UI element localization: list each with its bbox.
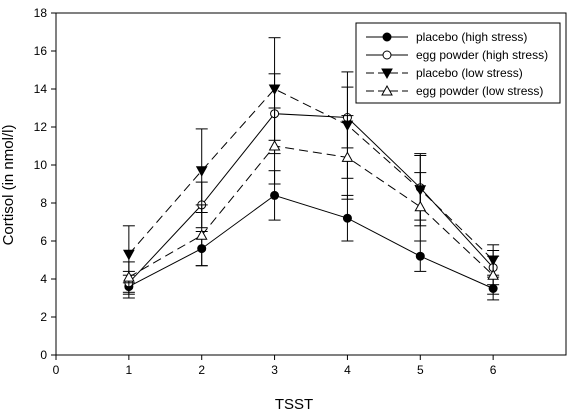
x-tick-label: 2 [198, 363, 205, 377]
series-line [128, 194, 494, 289]
data-point [123, 271, 135, 282]
data-point [195, 229, 208, 240]
y-tick-label: 0 [40, 348, 47, 362]
x-tick-label: 1 [126, 363, 133, 377]
series-layer [122, 37, 500, 301]
y-tick-label: 4 [40, 272, 47, 286]
data-point [268, 84, 281, 96]
y-axis-label: Cortisol (in nmol/l) [0, 125, 17, 246]
data-point [341, 151, 354, 162]
data-point [123, 249, 135, 261]
series-line [128, 145, 494, 278]
x-axis-ticks: 0 1 2 3 4 5 6 [53, 355, 497, 377]
y-tick-label: 2 [40, 310, 47, 324]
data-point [414, 200, 427, 212]
y-tick-label: 8 [40, 196, 47, 210]
y-tick-label: 6 [40, 234, 47, 248]
legend-label: egg powder (low stress) [416, 84, 543, 98]
legend: placebo (high stress) egg powder (high st… [355, 22, 561, 104]
legend-marker [382, 50, 392, 60]
x-tick-label: 5 [417, 363, 424, 377]
x-tick-label: 4 [344, 363, 351, 377]
data-point [415, 251, 425, 261]
data-point [268, 139, 281, 151]
legend-label: placebo (high stress) [416, 30, 527, 44]
legend-label: placebo (low stress) [416, 66, 523, 80]
x-axis-label: TSST [275, 396, 313, 413]
legend-marker [381, 84, 393, 96]
y-tick-label: 18 [34, 6, 48, 20]
x-tick-label: 6 [490, 363, 497, 377]
x-tick-label: 0 [53, 363, 60, 377]
series-1 [122, 170, 500, 301]
legend-marker [381, 68, 393, 80]
y-tick-label: 16 [34, 44, 48, 58]
x-tick-label: 3 [271, 363, 278, 377]
data-point [487, 269, 499, 280]
data-point [195, 166, 208, 177]
y-tick-label: 14 [34, 82, 48, 96]
plot-frame [55, 12, 567, 356]
data-point [270, 190, 280, 200]
data-point [342, 213, 352, 223]
axes [55, 12, 567, 356]
series-line [128, 88, 494, 261]
legend-label: egg powder (high stress) [416, 48, 548, 62]
legend-marker [382, 32, 392, 42]
series-4 [122, 107, 500, 295]
y-tick-label: 10 [34, 158, 48, 172]
series-line [128, 113, 494, 284]
y-axis-ticks: 0 2 4 6 8 10 12 14 16 18 [34, 6, 56, 362]
y-tick-label: 12 [34, 120, 48, 134]
